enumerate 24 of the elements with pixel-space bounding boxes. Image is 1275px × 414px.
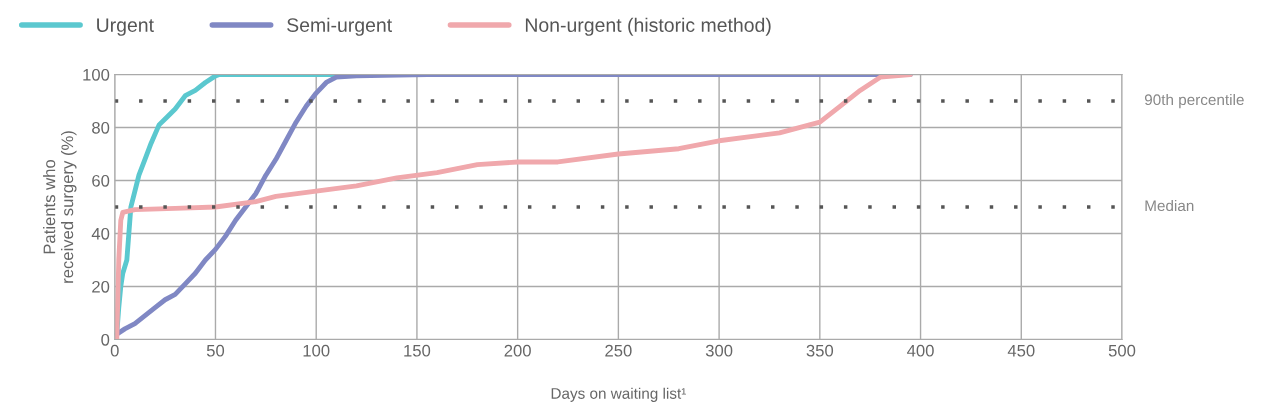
- y-tick-label: 20: [92, 280, 110, 293]
- legend-label: Semi-urgent: [287, 17, 392, 36]
- y-tick-label: 60: [92, 174, 110, 187]
- x-tick-label: 50: [206, 344, 225, 357]
- x-tick-label: 300: [705, 344, 733, 357]
- legend-label: Urgent: [97, 18, 154, 36]
- y-axis-title: Patients who received surgery (%): [43, 131, 77, 283]
- x-tick-label: 100: [303, 344, 330, 357]
- y-tick-label: 80: [92, 121, 110, 134]
- ref-line-label: Median: [1145, 199, 1194, 212]
- x-tick-label: 150: [404, 344, 431, 357]
- y-tick-label: 100: [83, 68, 110, 81]
- y-tick-label: 0: [101, 333, 110, 346]
- legend-label: Non-urgent (historic method): [525, 17, 771, 36]
- x-tick-label: 0: [110, 344, 119, 357]
- x-tick-label: 350: [806, 344, 834, 357]
- y-tick-label: 40: [91, 227, 110, 240]
- x-tick-label: 250: [605, 344, 632, 357]
- x-tick-label: 400: [907, 344, 934, 357]
- x-tick-label: 450: [1007, 344, 1035, 357]
- x-axis-title: Days on waiting list¹: [551, 387, 686, 402]
- ref-line-label: 90th percentile: [1144, 93, 1244, 109]
- x-tick-label: 200: [504, 344, 531, 357]
- x-tick-label: 500: [1108, 344, 1136, 357]
